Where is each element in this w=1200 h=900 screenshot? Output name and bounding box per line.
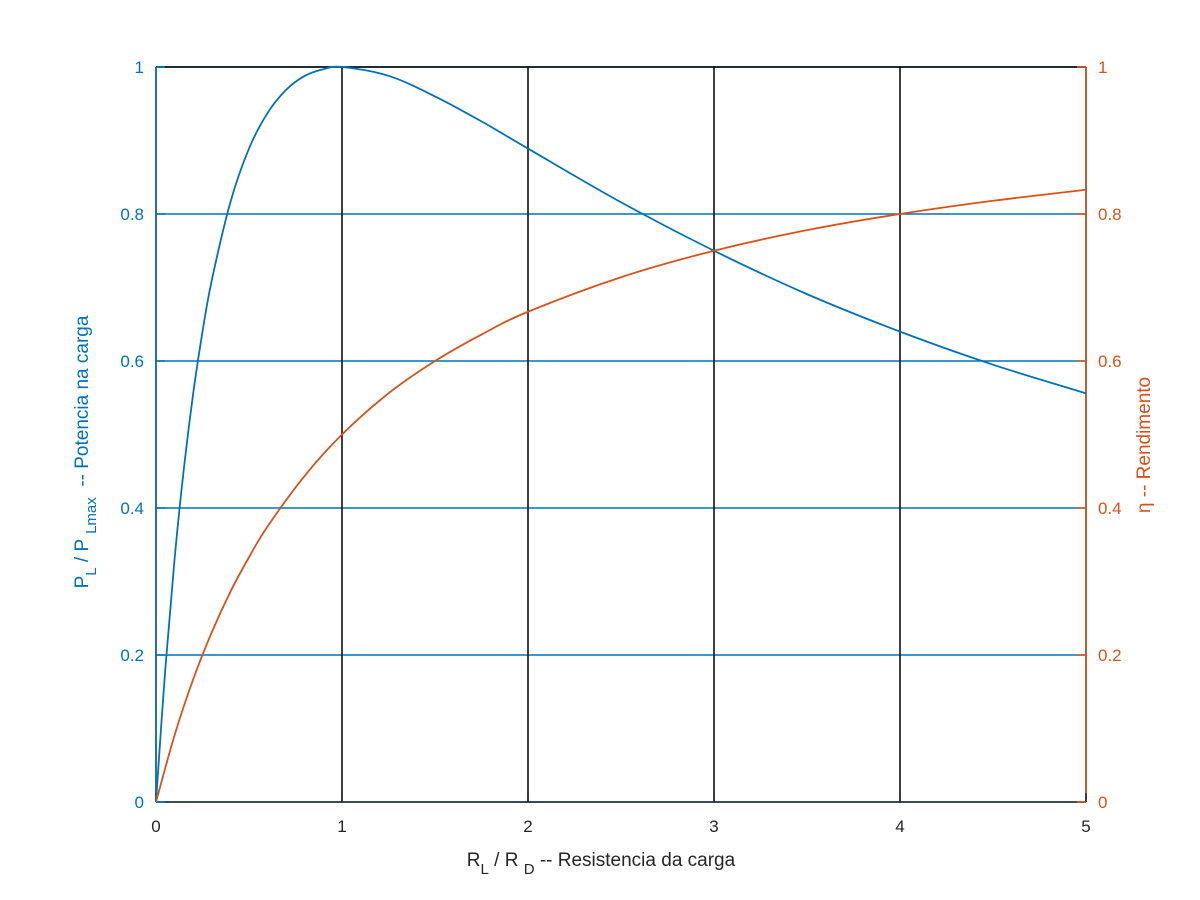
right-y-tick-label: 0.4 (1098, 499, 1122, 518)
x-axis-label: RL / R D -- Resistencia da carga (467, 850, 736, 878)
series (155, 65, 1087, 803)
left-y-tick-label: 0.8 (120, 205, 144, 224)
right-y-tick-label: 0.8 (1098, 205, 1122, 224)
x-tick-label: 0 (151, 817, 160, 836)
right-y-tick-label: 1 (1098, 58, 1107, 77)
left-y-tick-label: 0.6 (120, 352, 144, 371)
right-y-tick-label: 0.2 (1098, 646, 1122, 665)
power-series-line (155, 65, 1087, 803)
x-tick-label: 3 (709, 817, 718, 836)
x-tick-label: 2 (523, 817, 532, 836)
x-tick-label: 5 (1081, 817, 1090, 836)
right-y-axis-label: η -- Rendimento (1134, 377, 1155, 513)
x-tick-label: 1 (337, 817, 346, 836)
left-y-tick-label: 0.2 (120, 646, 144, 665)
left-y-axis-label: PL / P Lmax -- Potencia na carga (72, 315, 100, 588)
right-y-tick-label: 0.6 (1098, 352, 1122, 371)
x-tick-label: 4 (895, 817, 904, 836)
right-y-tick-label: 0 (1098, 793, 1107, 812)
axes (155, 66, 1087, 803)
left-y-tick-label: 0.4 (120, 499, 144, 518)
efficiency-series-line (155, 188, 1087, 803)
left-y-tick-label: 1 (135, 58, 144, 77)
left-y-tick-label: 0 (135, 793, 144, 812)
